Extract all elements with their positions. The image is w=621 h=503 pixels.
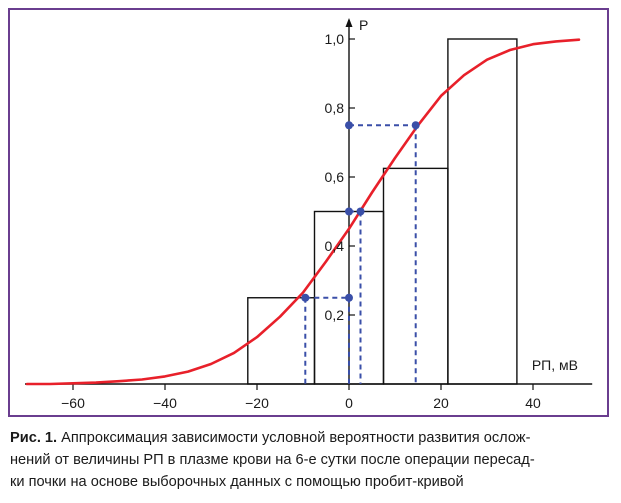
- y-axis-title: P: [359, 17, 368, 33]
- chart: −60 −40 −20 0 20 40 0,2 0,4 0,6 0,8 1,0 P РП, мВ: [25, 17, 593, 411]
- y-tick-label: 0,8: [325, 100, 345, 116]
- tick-labels-layer: −60 −40 −20 0 20 40 0,2 0,4 0,6 0,8 1,0 P РП, мВ: [61, 17, 578, 411]
- y-tick-label: 0,6: [325, 169, 345, 185]
- reference-point-marker: [411, 121, 420, 130]
- axes: [25, 18, 593, 390]
- y-tick-label: 1,0: [325, 31, 345, 47]
- x-tick-label: 20: [433, 395, 449, 411]
- histogram-bar-4: [447, 38, 518, 385]
- caption-line-1: Аппроксимация зависимости условной вероя…: [61, 430, 531, 446]
- probit-curve-series-1: [25, 38, 581, 386]
- x-axis-title: РП, мВ: [532, 357, 578, 373]
- x-tick-label: −40: [153, 395, 177, 411]
- caption-line-3: ки почки на основе выборочных данных с п…: [10, 474, 464, 490]
- caption-line-2: нений от величины РП в плазме крови на 6…: [10, 452, 535, 468]
- y-tick-label: 0,4: [325, 238, 345, 254]
- reference-lines-layer: [301, 121, 420, 384]
- x-tick-label: −60: [61, 395, 85, 411]
- x-tick-label: 0: [345, 395, 353, 411]
- probit-curve-layer: [25, 38, 581, 386]
- x-tick-label: 40: [525, 395, 541, 411]
- histogram-layer: [247, 38, 518, 385]
- reference-point-marker: [345, 121, 353, 130]
- y-axis-arrow: [345, 18, 353, 27]
- reference-point-marker: [345, 293, 353, 302]
- reference-point-marker: [345, 207, 353, 216]
- x-tick-label: −20: [245, 395, 269, 411]
- y-tick-label: 0,2: [325, 307, 345, 323]
- reference-point-marker: [301, 293, 310, 302]
- figure-frame: [8, 8, 609, 417]
- caption-label: Рис. 1.: [10, 430, 58, 446]
- reference-point-marker: [356, 207, 365, 216]
- figure-caption: Рис. 1. Аппроксимация зависимости условн…: [10, 427, 614, 493]
